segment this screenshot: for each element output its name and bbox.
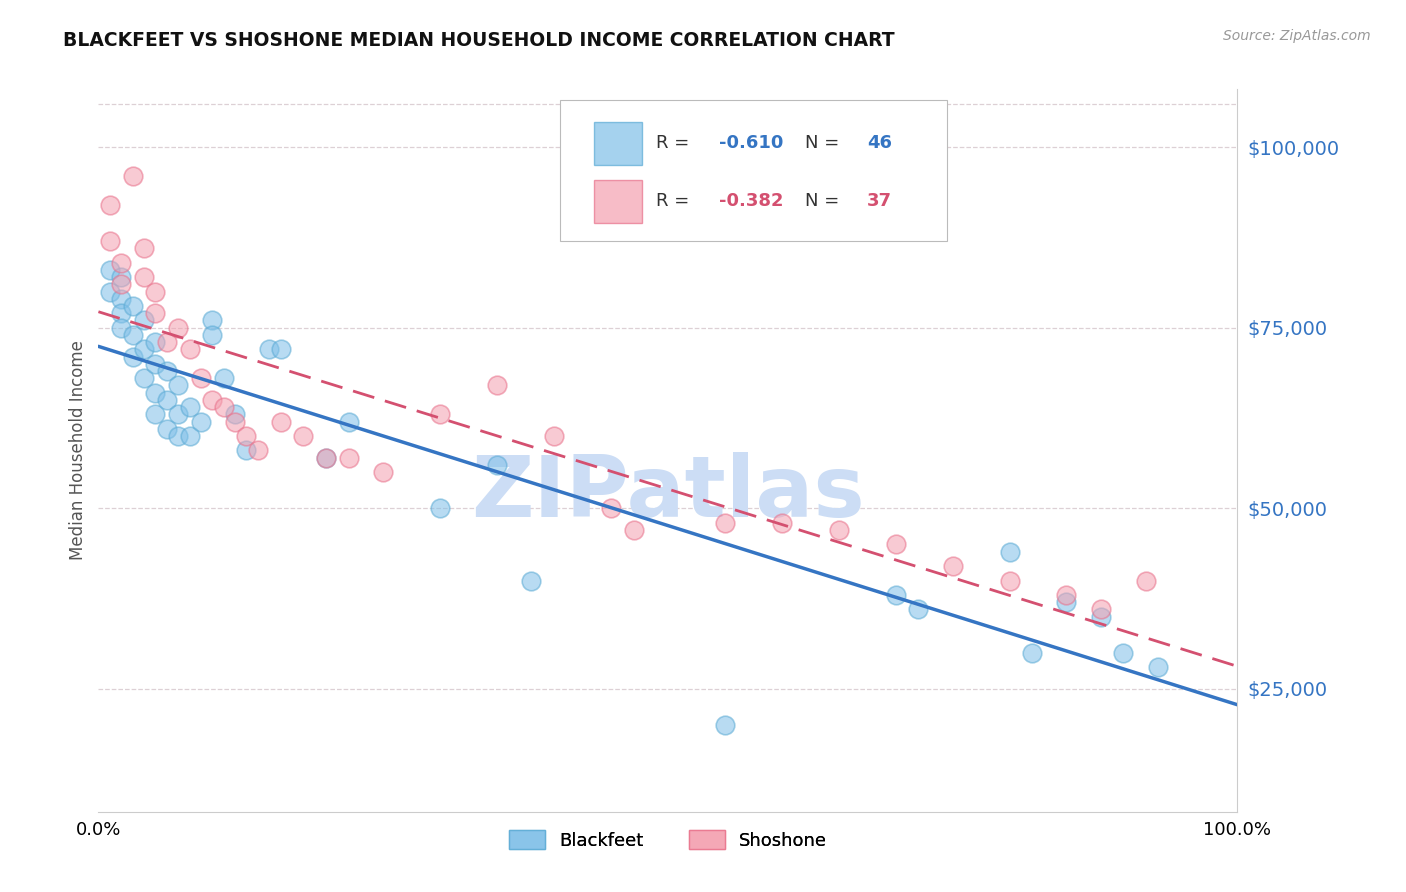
Point (1146, 660, 1168, 674)
Text: 37: 37 (868, 192, 893, 211)
Point (132, 343, 155, 357)
Point (486, 378, 509, 392)
Point (121, 350, 143, 364)
Point (145, 306, 167, 320)
Point (371, 465, 394, 479)
Text: 46: 46 (868, 135, 893, 153)
Point (132, 313, 155, 327)
Point (121, 169, 143, 183)
Point (132, 270, 155, 285)
Point (235, 443, 257, 458)
Point (179, 343, 201, 357)
Point (145, 385, 167, 400)
Point (1056, 588, 1078, 602)
Text: -0.610: -0.610 (718, 135, 783, 153)
Point (1021, 646, 1043, 660)
Point (520, 574, 543, 588)
Point (337, 450, 360, 465)
Point (98, 234, 121, 248)
Point (212, 371, 235, 385)
Text: R =: R = (657, 135, 696, 153)
Point (156, 334, 179, 349)
Point (145, 407, 167, 421)
Point (156, 392, 179, 407)
Point (998, 544, 1021, 558)
Point (714, 718, 737, 732)
Point (121, 299, 143, 313)
Legend: Blackfeet, Shoshone: Blackfeet, Shoshone (502, 822, 834, 857)
Point (884, 537, 907, 551)
Point (337, 415, 360, 429)
FancyBboxPatch shape (560, 100, 946, 241)
Point (828, 523, 851, 537)
Text: -0.382: -0.382 (718, 192, 783, 211)
Point (270, 415, 292, 429)
Point (270, 343, 292, 357)
Point (110, 277, 132, 292)
Point (246, 443, 269, 458)
Point (429, 407, 451, 421)
Point (543, 429, 565, 443)
Text: ZIPatlas: ZIPatlas (471, 452, 865, 535)
Point (110, 270, 132, 285)
Point (190, 371, 212, 385)
Point (429, 501, 451, 516)
Point (315, 450, 337, 465)
Point (907, 602, 929, 616)
Point (942, 559, 965, 574)
Text: N =: N = (804, 192, 845, 211)
FancyBboxPatch shape (593, 122, 641, 165)
Text: N =: N = (804, 135, 845, 153)
Point (132, 371, 155, 385)
Point (167, 429, 190, 443)
Point (110, 320, 132, 334)
Point (998, 574, 1021, 588)
Point (770, 516, 793, 530)
Point (167, 320, 190, 334)
Point (235, 429, 257, 443)
Point (156, 422, 179, 436)
Point (1135, 574, 1157, 588)
Point (145, 285, 167, 299)
Point (224, 415, 246, 429)
Point (110, 255, 132, 269)
Point (623, 523, 645, 537)
Point (98, 285, 121, 299)
Point (201, 392, 224, 407)
Point (224, 407, 246, 421)
Point (600, 501, 623, 516)
Point (201, 327, 224, 342)
Text: R =: R = (657, 192, 696, 211)
Point (884, 588, 907, 602)
Point (1090, 602, 1112, 616)
Point (201, 313, 224, 327)
Point (98, 262, 121, 277)
Text: BLACKFEET VS SHOSHONE MEDIAN HOUSEHOLD INCOME CORRELATION CHART: BLACKFEET VS SHOSHONE MEDIAN HOUSEHOLD I… (63, 31, 894, 50)
Point (121, 327, 143, 342)
Point (259, 343, 281, 357)
Point (98, 198, 121, 212)
Point (315, 450, 337, 465)
Point (110, 306, 132, 320)
Point (156, 364, 179, 378)
Point (132, 241, 155, 255)
Point (110, 292, 132, 306)
Point (190, 415, 212, 429)
Point (167, 407, 190, 421)
Point (1112, 646, 1135, 660)
Point (179, 429, 201, 443)
Point (714, 516, 737, 530)
Point (1056, 595, 1078, 609)
Point (1090, 609, 1112, 624)
Point (486, 458, 509, 472)
Point (145, 334, 167, 349)
Point (167, 378, 190, 392)
Point (179, 400, 201, 414)
Y-axis label: Median Household Income: Median Household Income (69, 341, 87, 560)
FancyBboxPatch shape (593, 180, 641, 222)
Point (292, 429, 315, 443)
Point (212, 400, 235, 414)
Point (145, 357, 167, 371)
Text: Source: ZipAtlas.com: Source: ZipAtlas.com (1223, 29, 1371, 43)
